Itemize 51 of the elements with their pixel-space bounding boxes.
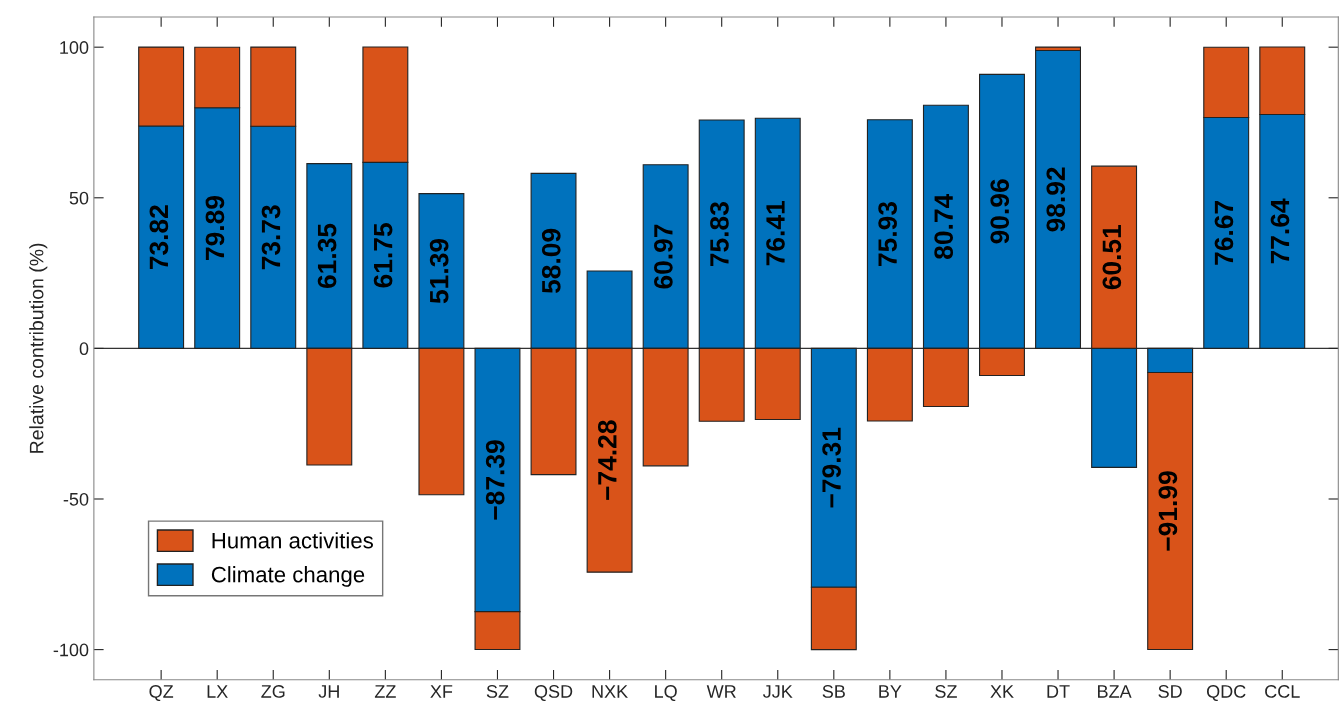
x-tick-label: QZ xyxy=(149,685,174,702)
x-tick-label: BY xyxy=(879,685,902,698)
data-label: 90.96 xyxy=(990,179,1010,244)
x-tick-label: WR xyxy=(706,685,736,698)
data-label: 98.92 xyxy=(1046,167,1066,232)
y-axis-title: Relative contribution (%) xyxy=(29,243,48,453)
data-label: 79.89 xyxy=(205,196,225,260)
y-tick-label: -50 xyxy=(63,492,89,506)
data-label: 61.75 xyxy=(373,223,393,288)
data-label: 61.35 xyxy=(317,223,337,289)
x-tick-label: XF xyxy=(430,685,453,698)
legend-label: Climate change xyxy=(211,566,365,587)
x-tick-label: SB xyxy=(822,685,845,698)
y-tick-label: -100 xyxy=(53,643,89,657)
bar xyxy=(1035,49,1082,349)
data-label: 73.73 xyxy=(261,205,281,270)
data-label: 60.51 xyxy=(1102,224,1122,290)
y-tick-label: 50 xyxy=(69,191,89,205)
x-tick-label: LX xyxy=(207,685,228,698)
y-tick-label: 0 xyxy=(79,342,89,356)
data-label: 75.93 xyxy=(878,201,897,266)
legend-label: Human activities xyxy=(212,532,373,549)
data-label: 73.82 xyxy=(149,205,169,270)
data-label: 58.09 xyxy=(541,228,561,294)
data-label: −91.99 xyxy=(1158,471,1178,551)
x-tick-label: SD xyxy=(1158,685,1182,698)
x-tick-label: JJK xyxy=(762,685,793,698)
x-tick-label: CCL xyxy=(1265,685,1300,698)
x-tick-label: NXK xyxy=(592,685,628,698)
data-label: 76.41 xyxy=(766,201,785,266)
x-tick-label: SZ xyxy=(486,685,509,698)
data-label: 76.67 xyxy=(1214,201,1234,265)
x-tick-label: BZA xyxy=(1098,685,1132,698)
data-label: 75.83 xyxy=(710,202,729,267)
x-tick-label: XK xyxy=(990,685,1014,698)
x-tick-label: QSD xyxy=(534,685,573,702)
x-tick-label: LQ xyxy=(655,685,677,702)
data-label: −87.39 xyxy=(485,440,505,520)
x-tick-label: QDC xyxy=(1207,685,1246,702)
data-label: −79.31 xyxy=(822,427,841,508)
x-tick-label: JH xyxy=(318,685,339,698)
data-label: 80.74 xyxy=(934,193,954,259)
x-tick-label: ZZ xyxy=(374,685,396,698)
x-tick-label: DT xyxy=(1047,685,1070,698)
y-tick-label: 100 xyxy=(60,41,89,54)
x-tick-label: ZG xyxy=(261,685,285,698)
data-label: 77.64 xyxy=(1270,198,1290,264)
data-label: 51.39 xyxy=(429,238,449,304)
data-label: 60.97 xyxy=(654,224,673,289)
data-label: −74.28 xyxy=(597,420,617,500)
x-tick-label: SZ xyxy=(935,685,957,698)
